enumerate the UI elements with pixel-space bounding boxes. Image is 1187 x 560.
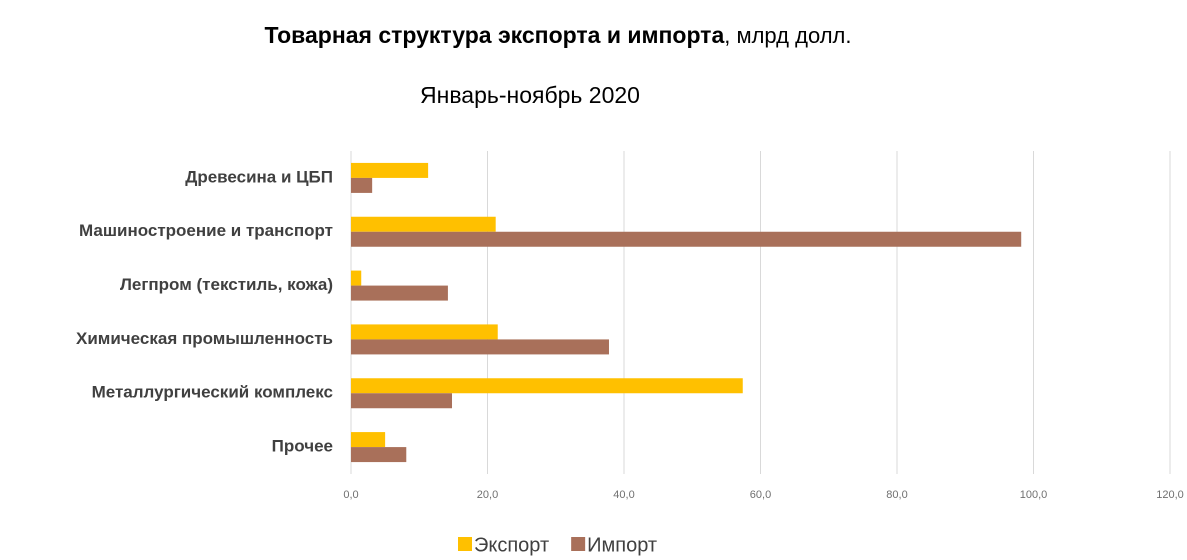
x-tick-label: 60,0 (750, 489, 771, 501)
x-tick-label: 40,0 (613, 489, 634, 501)
bar (351, 177, 373, 193)
x-tick-label: 80,0 (886, 489, 907, 501)
y-tick-label: Легпром (текстиль, кожа) (120, 275, 333, 294)
chart-subtitle: Январь-ноябрь 2020 (420, 82, 640, 108)
title-main: Товарная структура экспорта и импорта (265, 22, 725, 48)
y-tick-label: Машиностроение и транспорт (79, 221, 333, 240)
title-unit: , млрд долл. (724, 23, 851, 48)
x-tick-label: 0,0 (343, 489, 358, 501)
bar (351, 216, 496, 232)
legend-swatch (458, 537, 472, 551)
legend-label: Экспорт (474, 534, 549, 556)
y-tick-label: Химическая промышленность (76, 329, 333, 348)
bar (351, 432, 386, 448)
y-tick-label: Прочее (272, 437, 333, 456)
x-tick-label: 20,0 (477, 489, 498, 501)
chart-title: Товарная структура экспорта и импорта, м… (265, 22, 852, 48)
bar (351, 393, 453, 409)
bar (351, 162, 429, 178)
bar (351, 270, 362, 286)
x-tick-label: 120,0 (1156, 489, 1184, 501)
legend-label: Импорт (587, 534, 657, 556)
y-tick-label: Металлургический комплекс (92, 383, 333, 402)
legend-swatch (571, 537, 586, 551)
x-tick-label: 100,0 (1020, 489, 1048, 501)
y-tick-label: Древесина и ЦБП (185, 167, 333, 186)
bar (351, 447, 407, 463)
bar (351, 378, 743, 394)
bar (351, 231, 1022, 247)
bar (351, 339, 609, 355)
bar (351, 324, 498, 340)
bar (351, 285, 448, 301)
